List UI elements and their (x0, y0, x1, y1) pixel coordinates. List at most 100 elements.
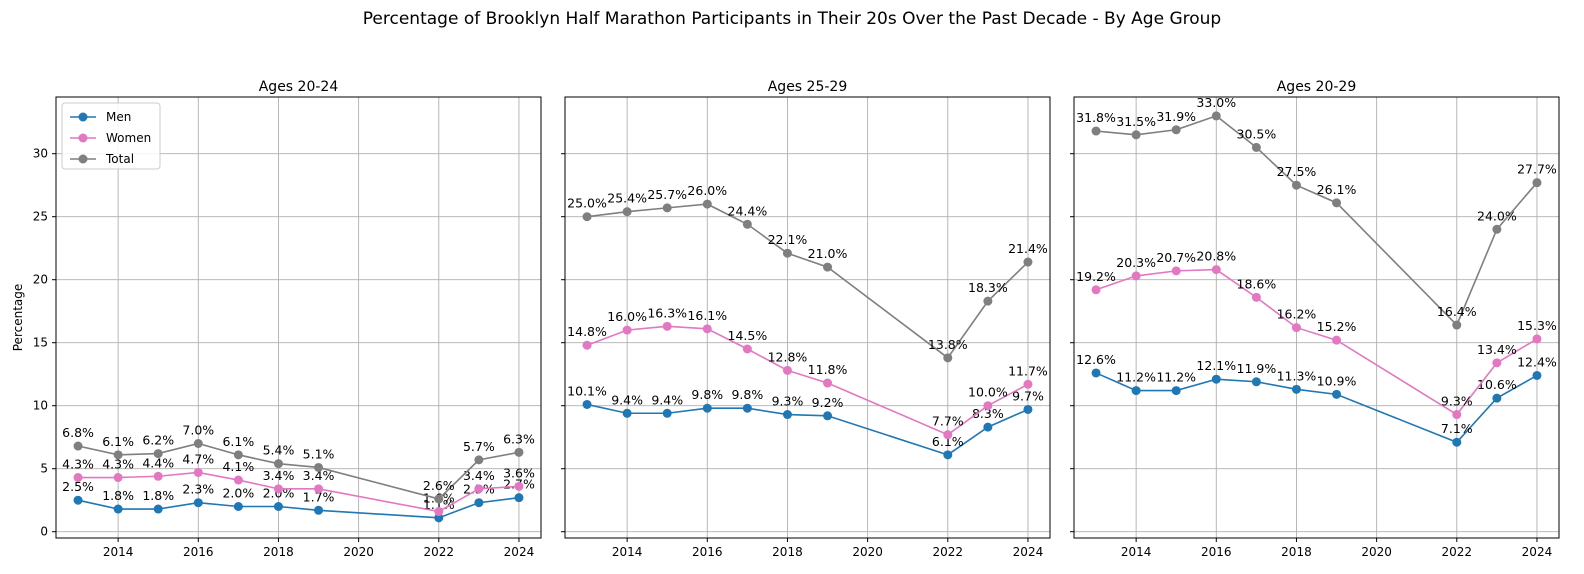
data-point (1171, 125, 1181, 135)
y-tick-label: 5 (40, 462, 48, 476)
legend-entry-total: Total (70, 152, 134, 166)
data-label: 16.1% (687, 308, 727, 323)
plot-frame (1073, 96, 1560, 539)
data-label: 13.8% (928, 337, 968, 352)
data-label: 4.3% (102, 457, 134, 472)
x-tick-label: 2014 (612, 545, 643, 559)
data-label: 31.9% (1156, 109, 1196, 124)
data-label: 33.0% (1196, 95, 1236, 110)
data-label: 3.4% (263, 468, 295, 483)
data-label: 9.4% (611, 392, 643, 407)
data-point (662, 408, 672, 418)
data-point (1291, 384, 1301, 394)
data-point (1332, 389, 1342, 399)
data-label: 12.8% (768, 349, 808, 364)
data-label: 21.0% (808, 246, 848, 261)
data-label: 31.8% (1076, 110, 1116, 125)
data-label: 3.4% (303, 468, 335, 483)
data-label: 18.6% (1237, 276, 1277, 291)
legend-label: Total (105, 152, 134, 166)
data-point (1492, 224, 1502, 234)
data-point (1251, 292, 1261, 302)
data-point (113, 450, 123, 460)
data-label: 7.1% (1441, 421, 1473, 436)
data-label: 25.7% (647, 187, 687, 202)
data-point (1091, 126, 1101, 136)
data-label: 18.3% (968, 280, 1008, 295)
data-point (1251, 377, 1261, 387)
panel-title: Ages 20-29 (1277, 79, 1357, 95)
data-point (582, 399, 592, 409)
x-tick-label: 2024 (1013, 545, 1044, 559)
data-label: 16.2% (1277, 307, 1317, 322)
data-point (233, 502, 243, 511)
data-point (1532, 334, 1542, 344)
data-label: 16.4% (1437, 304, 1477, 319)
data-label: 15.2% (1317, 319, 1357, 334)
series-line-total (77, 442, 520, 500)
data-point (782, 365, 792, 375)
data-point (474, 484, 484, 494)
data-point (273, 502, 283, 511)
data-label: 10.6% (1477, 377, 1517, 392)
data-label: 3.4% (463, 468, 495, 483)
series-line-women (78, 471, 520, 513)
data-point (193, 467, 203, 477)
data-point (113, 504, 123, 514)
x-tick-label: 2024 (1522, 545, 1553, 559)
data-point (1131, 386, 1141, 396)
x-axis: 2014 2016 2018 2020 2022 2024 (612, 538, 1043, 559)
x-tick-label: 2016 (692, 545, 723, 559)
series-men: 10.1% 9.4% 9.4% 9.8% 9.8% 9.3% 9.2% 6.1% 8.3% 9.7… (567, 383, 1044, 460)
plot-frame (564, 96, 1051, 539)
data-point (622, 325, 632, 335)
plot-frame (55, 96, 542, 539)
data-point (474, 498, 484, 508)
legend: Men Women Total (61, 102, 161, 170)
data-label: 2.5% (62, 479, 94, 494)
data-point (1131, 271, 1141, 281)
y-tick-label: 10 (33, 399, 48, 413)
data-point (662, 321, 672, 331)
data-point (1291, 323, 1301, 333)
data-point (434, 513, 444, 523)
data-point (943, 430, 953, 440)
data-label: 27.7% (1517, 162, 1557, 177)
data-label: 10.1% (567, 383, 607, 398)
data-point (622, 207, 632, 217)
legend-marker (78, 112, 88, 122)
x-tick-label: 2020 (852, 545, 883, 559)
data-point (514, 493, 524, 503)
data-label: 1.1% (423, 497, 455, 512)
data-label: 4.7% (182, 451, 214, 466)
legend-marker (78, 133, 88, 143)
data-label: 14.8% (567, 324, 607, 339)
data-point (514, 481, 524, 491)
series-men: 2.5%1.8%1.8%2.3%2.0%2.0%1.7%1.1%2.3%2.7% (62, 477, 535, 523)
data-label: 9.4% (651, 392, 683, 407)
data-label: 5.4% (263, 443, 295, 458)
panel-1: 2014 2016 2018 2020 2022 2024 0 5 10 15 20 25 30 Ages… (11, 79, 542, 559)
data-point (823, 262, 833, 272)
data-label: 26.0% (687, 183, 727, 198)
data-point (823, 378, 833, 388)
data-point (1332, 198, 1342, 208)
data-label: 24.4% (728, 203, 768, 218)
data-point (1291, 180, 1301, 190)
data-label: 25.0% (567, 196, 607, 211)
data-point (514, 447, 524, 457)
data-label: 7.7% (932, 414, 964, 429)
data-point (1023, 379, 1033, 389)
data-point (1251, 142, 1261, 152)
data-point (1532, 178, 1542, 188)
data-label: 3.6% (503, 465, 535, 480)
data-point (983, 401, 993, 411)
data-label: 1.8% (102, 488, 134, 503)
data-label: 26.1% (1317, 182, 1357, 197)
data-label: 14.5% (728, 328, 768, 343)
data-point (1452, 320, 1462, 330)
panel-2: 2014 2016 2018 2020 2022 2024 Ages 25-29 10.1% 9… (561, 79, 1051, 559)
legend-label: Men (106, 110, 131, 124)
